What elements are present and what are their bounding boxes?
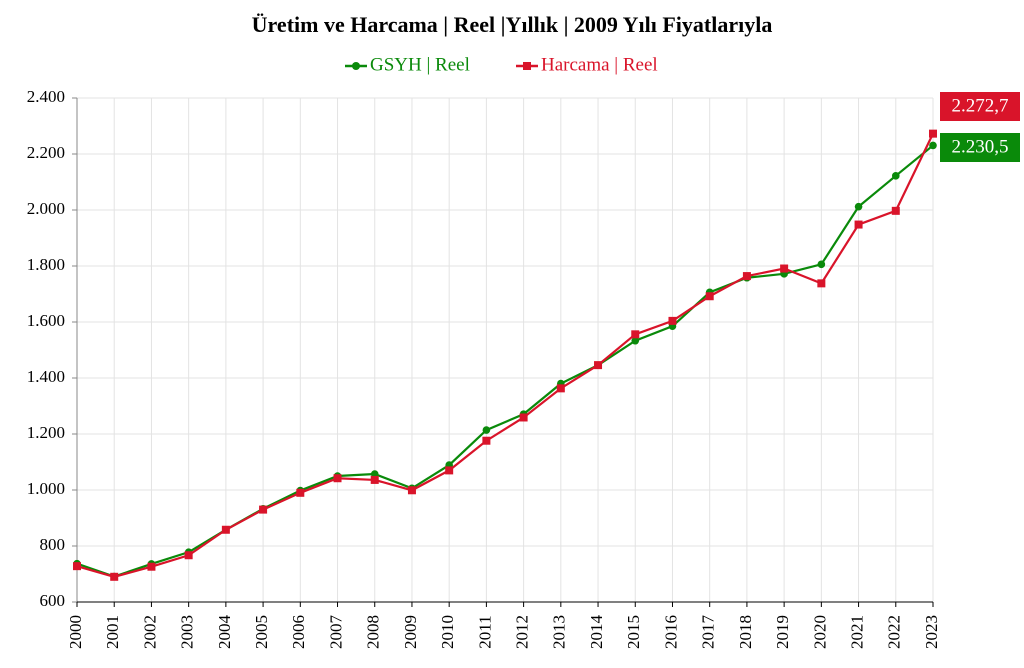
x-tick-label: 2002: [140, 615, 159, 649]
point: [631, 336, 640, 345]
legend-label: GSYH | Reel: [370, 54, 470, 75]
series-line: [76, 133, 934, 578]
point: [147, 562, 156, 571]
x-tick-label: 2000: [66, 615, 85, 649]
point: [482, 426, 491, 434]
x-tick-label: 2003: [178, 615, 197, 649]
point: [221, 525, 230, 534]
y-tick-label: 1.200: [27, 423, 65, 442]
x-tick-label: 2001: [103, 615, 122, 649]
y-tick-label: 2.000: [27, 199, 65, 218]
point: [370, 475, 379, 484]
x-tick-label: 2013: [550, 615, 569, 649]
point: [929, 129, 937, 138]
point: [817, 279, 826, 288]
x-tick-label: 2018: [736, 615, 755, 649]
point: [519, 413, 528, 422]
point: [705, 292, 714, 301]
y-tick-label: 600: [40, 591, 66, 610]
point: [73, 562, 81, 571]
point: [854, 220, 863, 229]
x-tick-label: 2010: [438, 615, 457, 649]
x-tick-label: 2021: [847, 615, 866, 649]
x-tick-label: 2014: [587, 615, 606, 650]
x-tick-label: 2020: [810, 615, 829, 649]
x-tick-label: 2019: [773, 615, 792, 649]
legend-marker: [352, 62, 360, 70]
chart-title: Üretim ve Harcama | Reel |Yıllık | 2009 …: [252, 12, 773, 37]
x-tick-label: 2005: [252, 615, 271, 649]
y-tick-label: 800: [40, 535, 66, 554]
point: [891, 172, 900, 180]
point: [780, 264, 789, 273]
x-tick-label: 2008: [364, 615, 383, 649]
point: [184, 551, 193, 560]
y-tick-label: 1.400: [27, 367, 65, 386]
y-tick-label: 2.400: [27, 87, 65, 106]
value-label: 2.272,7: [952, 95, 1009, 116]
x-tick-label: 2017: [699, 615, 718, 650]
point: [668, 316, 677, 325]
point: [333, 474, 342, 483]
point: [296, 488, 305, 497]
value-label-box: [940, 133, 1020, 162]
x-tick-label: 2023: [922, 615, 941, 649]
point: [929, 141, 937, 150]
legend-marker: [523, 62, 531, 70]
legend-label: Harcama | Reel: [541, 54, 658, 75]
x-tick-label: 2006: [289, 615, 308, 649]
point: [854, 202, 863, 211]
point: [891, 206, 900, 215]
x-tick-label: 2016: [661, 615, 680, 649]
value-label: 2.230,5: [952, 136, 1009, 157]
x-tick-label: 2022: [885, 615, 904, 649]
y-tick-label: 1.800: [27, 255, 65, 274]
point: [594, 361, 603, 370]
point: [482, 436, 491, 445]
x-tick-label: 2007: [326, 615, 345, 650]
x-tick-label: 2015: [624, 615, 643, 649]
point: [631, 330, 640, 339]
point: [556, 384, 565, 393]
x-tick-label: 2004: [215, 615, 234, 650]
point: [742, 272, 751, 281]
x-tick-label: 2012: [513, 615, 532, 649]
point: [110, 572, 119, 581]
point: [259, 505, 268, 514]
y-tick-label: 1.000: [27, 479, 65, 498]
value-label-box: [940, 92, 1020, 121]
x-tick-label: 2011: [475, 615, 494, 648]
point: [817, 260, 826, 269]
y-tick-label: 1.600: [27, 311, 65, 330]
y-tick-label: 2.200: [27, 143, 65, 162]
x-tick-label: 2009: [401, 615, 420, 649]
point: [407, 486, 416, 495]
point: [445, 466, 454, 475]
